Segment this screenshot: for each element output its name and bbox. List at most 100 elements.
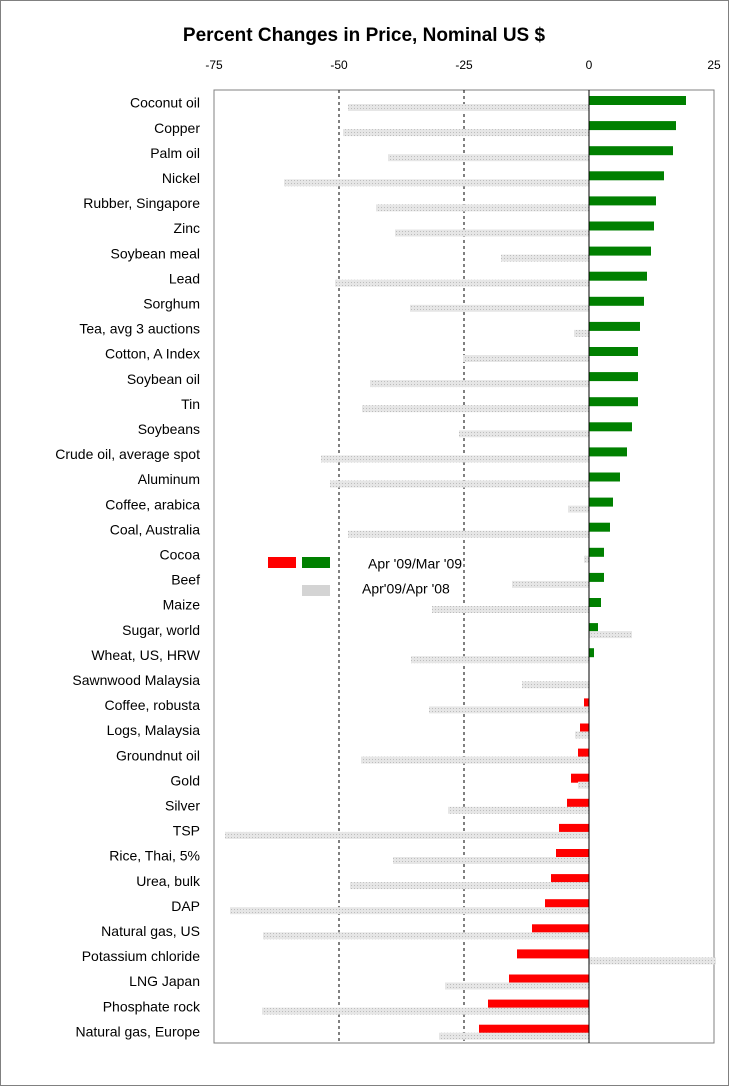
category-label: Aluminum: [138, 471, 200, 487]
bar: [578, 748, 589, 758]
bar: [589, 121, 676, 131]
bar-yoy: [395, 229, 589, 237]
bar-yoy: [370, 380, 589, 388]
category-label: Beef: [171, 572, 200, 588]
bar-yoy: [361, 756, 589, 764]
bar: [589, 472, 620, 482]
x-tick-label: -75: [205, 58, 223, 72]
bar-yoy: [348, 530, 589, 538]
bar: [589, 547, 604, 557]
bar-yoy: [230, 907, 589, 915]
bar-yoy: [411, 656, 589, 664]
category-label: Urea, bulk: [136, 873, 201, 889]
category-label: Coal, Australia: [110, 521, 200, 537]
category-label: Natural gas, Europe: [75, 1023, 200, 1039]
category-label: Sugar, world: [122, 622, 200, 638]
bar-yoy: [589, 957, 716, 965]
legend-swatch: [302, 557, 330, 568]
category-label: DAP: [171, 898, 200, 914]
bar-yoy: [568, 505, 589, 513]
bar: [567, 798, 589, 808]
bar: [589, 572, 604, 582]
category-label: Natural gas, US: [101, 923, 200, 939]
bar-yoy: [262, 1007, 589, 1015]
category-label: Nickel: [162, 170, 200, 186]
bar-yoy: [574, 329, 589, 337]
bar: [589, 372, 638, 382]
bar: [589, 397, 638, 407]
category-label: Cocoa: [160, 547, 201, 563]
bar-yoy: [578, 781, 589, 789]
bar: [488, 999, 589, 1009]
bar-yoy: [575, 731, 589, 739]
category-label: Coffee, robusta: [105, 697, 201, 713]
bar: [545, 899, 589, 909]
bar: [551, 874, 589, 884]
x-tick-label: -25: [455, 58, 473, 72]
bar: [589, 196, 656, 206]
category-label: Logs, Malaysia: [107, 722, 201, 738]
bar: [589, 246, 651, 256]
category-label: Groundnut oil: [116, 747, 200, 763]
bar-yoy: [501, 254, 589, 262]
bar-yoy: [432, 606, 589, 613]
category-label: Silver: [165, 798, 200, 814]
category-label: Coconut oil: [130, 95, 200, 111]
bar-yoy: [330, 480, 589, 488]
category-label: Wheat, US, HRW: [91, 647, 200, 663]
legend-label: Apr '09/Mar '09: [368, 556, 462, 572]
bar-yoy: [348, 104, 589, 111]
category-label: Soybean oil: [127, 371, 200, 387]
bar: [559, 823, 589, 833]
bar: [584, 698, 589, 708]
legend-swatch-negative: [268, 557, 296, 568]
category-label: Maize: [163, 597, 201, 613]
bar: [589, 221, 654, 231]
bar: [589, 271, 647, 281]
x-tick-label: -50: [330, 58, 348, 72]
bar-yoy: [263, 932, 589, 940]
category-label: Rubber, Singapore: [83, 195, 200, 211]
x-tick-label: 25: [707, 58, 721, 72]
bar-yoy: [584, 555, 589, 563]
bar-yoy: [589, 631, 632, 639]
category-label: Rice, Thai, 5%: [109, 848, 200, 864]
bar: [589, 422, 632, 432]
category-label: TSP: [173, 823, 200, 839]
bar: [589, 146, 673, 156]
bar-yoy: [448, 806, 589, 814]
category-label: Soybeans: [138, 421, 200, 437]
category-label: Phosphate rock: [103, 998, 201, 1014]
bar-yoy: [376, 204, 589, 212]
bar-yoy: [225, 831, 589, 839]
bar: [589, 347, 638, 356]
bar: [589, 447, 627, 457]
bar-yoy: [350, 882, 589, 890]
bar: [556, 849, 589, 858]
category-label: Tea, avg 3 auctions: [79, 321, 200, 337]
legend-swatch: [302, 585, 330, 596]
bar-yoy: [439, 1032, 589, 1040]
bar-yoy: [362, 405, 589, 413]
bar: [589, 623, 598, 633]
bar: [589, 598, 601, 607]
category-label: Tin: [181, 396, 200, 412]
bar-yoy: [429, 706, 589, 714]
bar-yoy: [445, 982, 589, 990]
category-label: Palm oil: [150, 145, 200, 161]
bar: [589, 321, 640, 331]
category-label: Coffee, arabica: [105, 496, 200, 512]
chart-title: Percent Changes in Price, Nominal US $: [183, 25, 546, 46]
bar: [589, 497, 613, 507]
category-label: Sorghum: [143, 296, 200, 312]
bar: [589, 648, 594, 658]
bar: [580, 723, 589, 733]
bar: [589, 171, 664, 181]
category-label: Lead: [169, 270, 200, 286]
bar-yoy: [393, 857, 589, 864]
legend-label: Apr'09/Apr '08: [362, 581, 450, 597]
bar: [517, 949, 589, 959]
category-label: Cotton, A Index: [105, 346, 200, 362]
category-label: Copper: [154, 120, 200, 136]
